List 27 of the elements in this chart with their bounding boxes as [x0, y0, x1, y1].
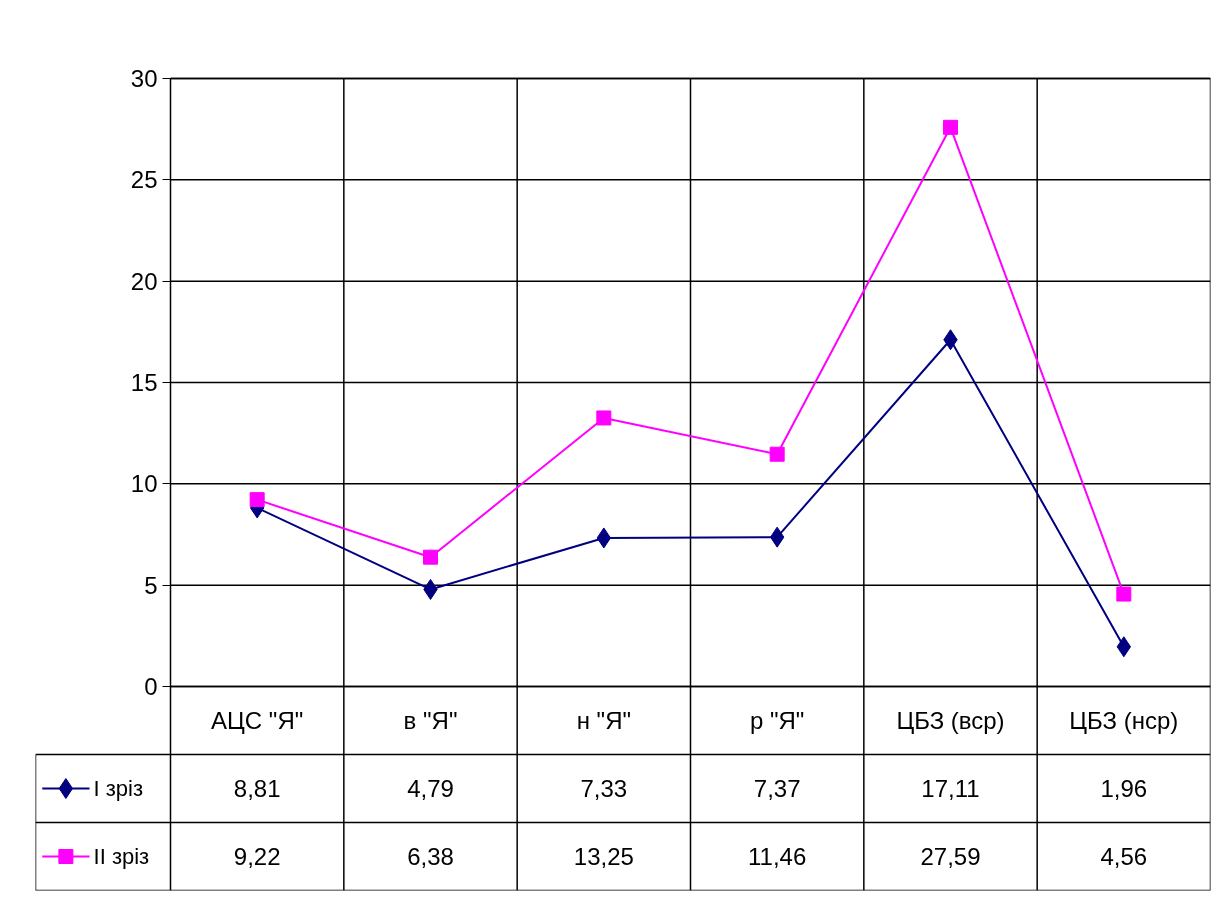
- data-label: 4,79: [407, 775, 454, 802]
- y-tick-label: 0: [144, 673, 158, 700]
- data-label: 7,33: [580, 775, 628, 802]
- x-tick-label: в "Я": [403, 707, 458, 734]
- x-tick-label: ЦБЗ (нср): [1069, 707, 1179, 734]
- data-label: 9,22: [233, 843, 281, 870]
- data-label: 11,46: [748, 843, 807, 870]
- y-tick-label: 30: [130, 65, 158, 92]
- x-tick-label: АЦС "Я": [211, 707, 304, 734]
- legend-label: I зріз: [93, 776, 144, 801]
- data-label: 17,11: [921, 775, 980, 802]
- y-tick-label: 10: [130, 470, 158, 498]
- x-tick-label: р "Я": [749, 707, 805, 734]
- legend-label: II зріз: [93, 844, 150, 869]
- data-label: 7,37: [753, 775, 801, 802]
- data-label: 27,59: [920, 843, 981, 870]
- data-label: 4,56: [1100, 843, 1148, 870]
- y-tick-label: 15: [130, 369, 158, 396]
- y-tick-label: 20: [130, 267, 158, 295]
- x-tick-label: ЦБЗ (вср): [896, 707, 1005, 734]
- y-tick-label: 5: [144, 571, 158, 599]
- data-label: 6,38: [407, 843, 454, 870]
- data-label: 1,96: [1100, 775, 1148, 802]
- data-label: 8,81: [233, 775, 281, 802]
- y-tick-label: 25: [130, 166, 158, 194]
- x-tick-label: н "Я": [576, 707, 631, 734]
- data-label: 13,25: [573, 843, 634, 870]
